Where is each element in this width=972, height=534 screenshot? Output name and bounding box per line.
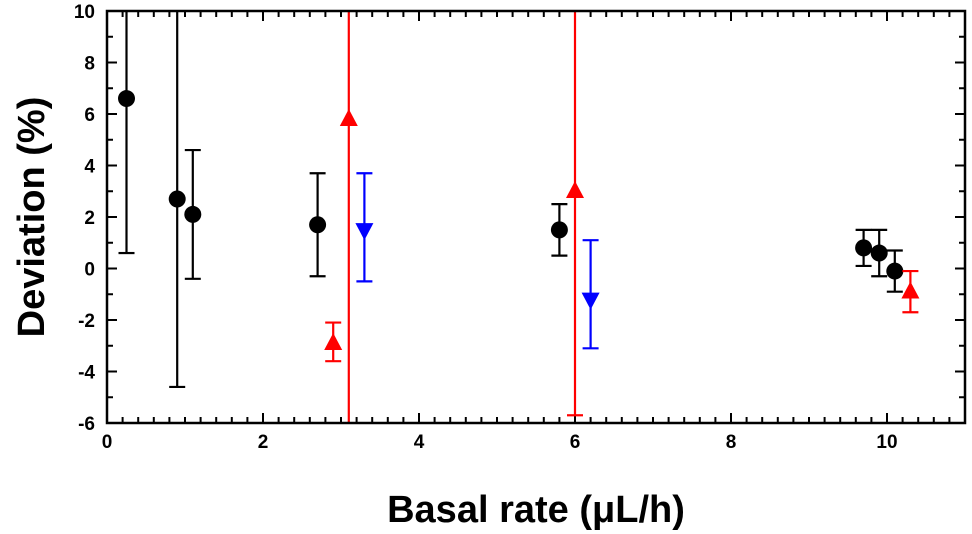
data-point (184, 205, 202, 223)
axes: 0 2 4 6 8 10 -6 -4 -2 0 2 4 6 8 10 (74, 2, 966, 453)
y-tick-label: 8 (84, 54, 95, 75)
y-tick-label: 4 (84, 157, 95, 178)
data-point (566, 181, 584, 199)
y-tick-label: -4 (78, 363, 95, 384)
x-tick-label: 2 (258, 432, 269, 453)
data-point (355, 223, 374, 241)
data-point (118, 90, 135, 108)
x-tick-label: 4 (414, 432, 425, 453)
data-point (309, 216, 327, 234)
x-tick-label: 10 (876, 432, 897, 453)
data-point (855, 239, 873, 257)
y-tick-label: 2 (84, 208, 95, 229)
series-triangle-down (355, 172, 600, 350)
data-marks (118, 11, 920, 423)
series-triangle-up (324, 11, 920, 423)
data-point (901, 281, 920, 299)
plot-frame (105, 9, 967, 425)
data-point (870, 244, 888, 262)
y-tick-label: 10 (74, 2, 95, 23)
y-axis-title: Deviation (%) (11, 97, 53, 338)
data-point (581, 292, 600, 310)
y-tick-label: -2 (78, 311, 95, 332)
x-tick-label: 8 (726, 432, 737, 453)
data-point (339, 108, 358, 126)
data-point (886, 262, 904, 280)
y-tick-label: 6 (84, 105, 95, 126)
series-circle (118, 11, 904, 389)
data-point (324, 332, 343, 350)
data-point (168, 190, 186, 208)
x-tick-label: 0 (102, 432, 113, 453)
x-tick-label: 6 (570, 432, 581, 453)
data-point (550, 221, 568, 239)
y-tick-label: 0 (84, 260, 95, 281)
y-tick-label: -6 (78, 414, 95, 435)
x-axis-title: Basal rate (μL/h) (387, 489, 685, 531)
